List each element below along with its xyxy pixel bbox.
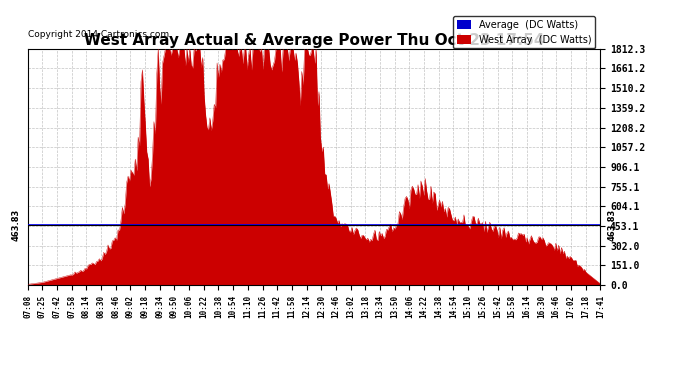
Title: West Array Actual & Average Power Thu Oct 23 17:54: West Array Actual & Average Power Thu Oc… bbox=[83, 33, 544, 48]
Text: 463.83: 463.83 bbox=[608, 209, 617, 241]
Text: 463.83: 463.83 bbox=[11, 209, 20, 241]
Legend: Average  (DC Watts), West Array  (DC Watts): Average (DC Watts), West Array (DC Watts… bbox=[453, 16, 595, 48]
Text: Copyright 2014 Cartronics.com: Copyright 2014 Cartronics.com bbox=[28, 30, 169, 39]
